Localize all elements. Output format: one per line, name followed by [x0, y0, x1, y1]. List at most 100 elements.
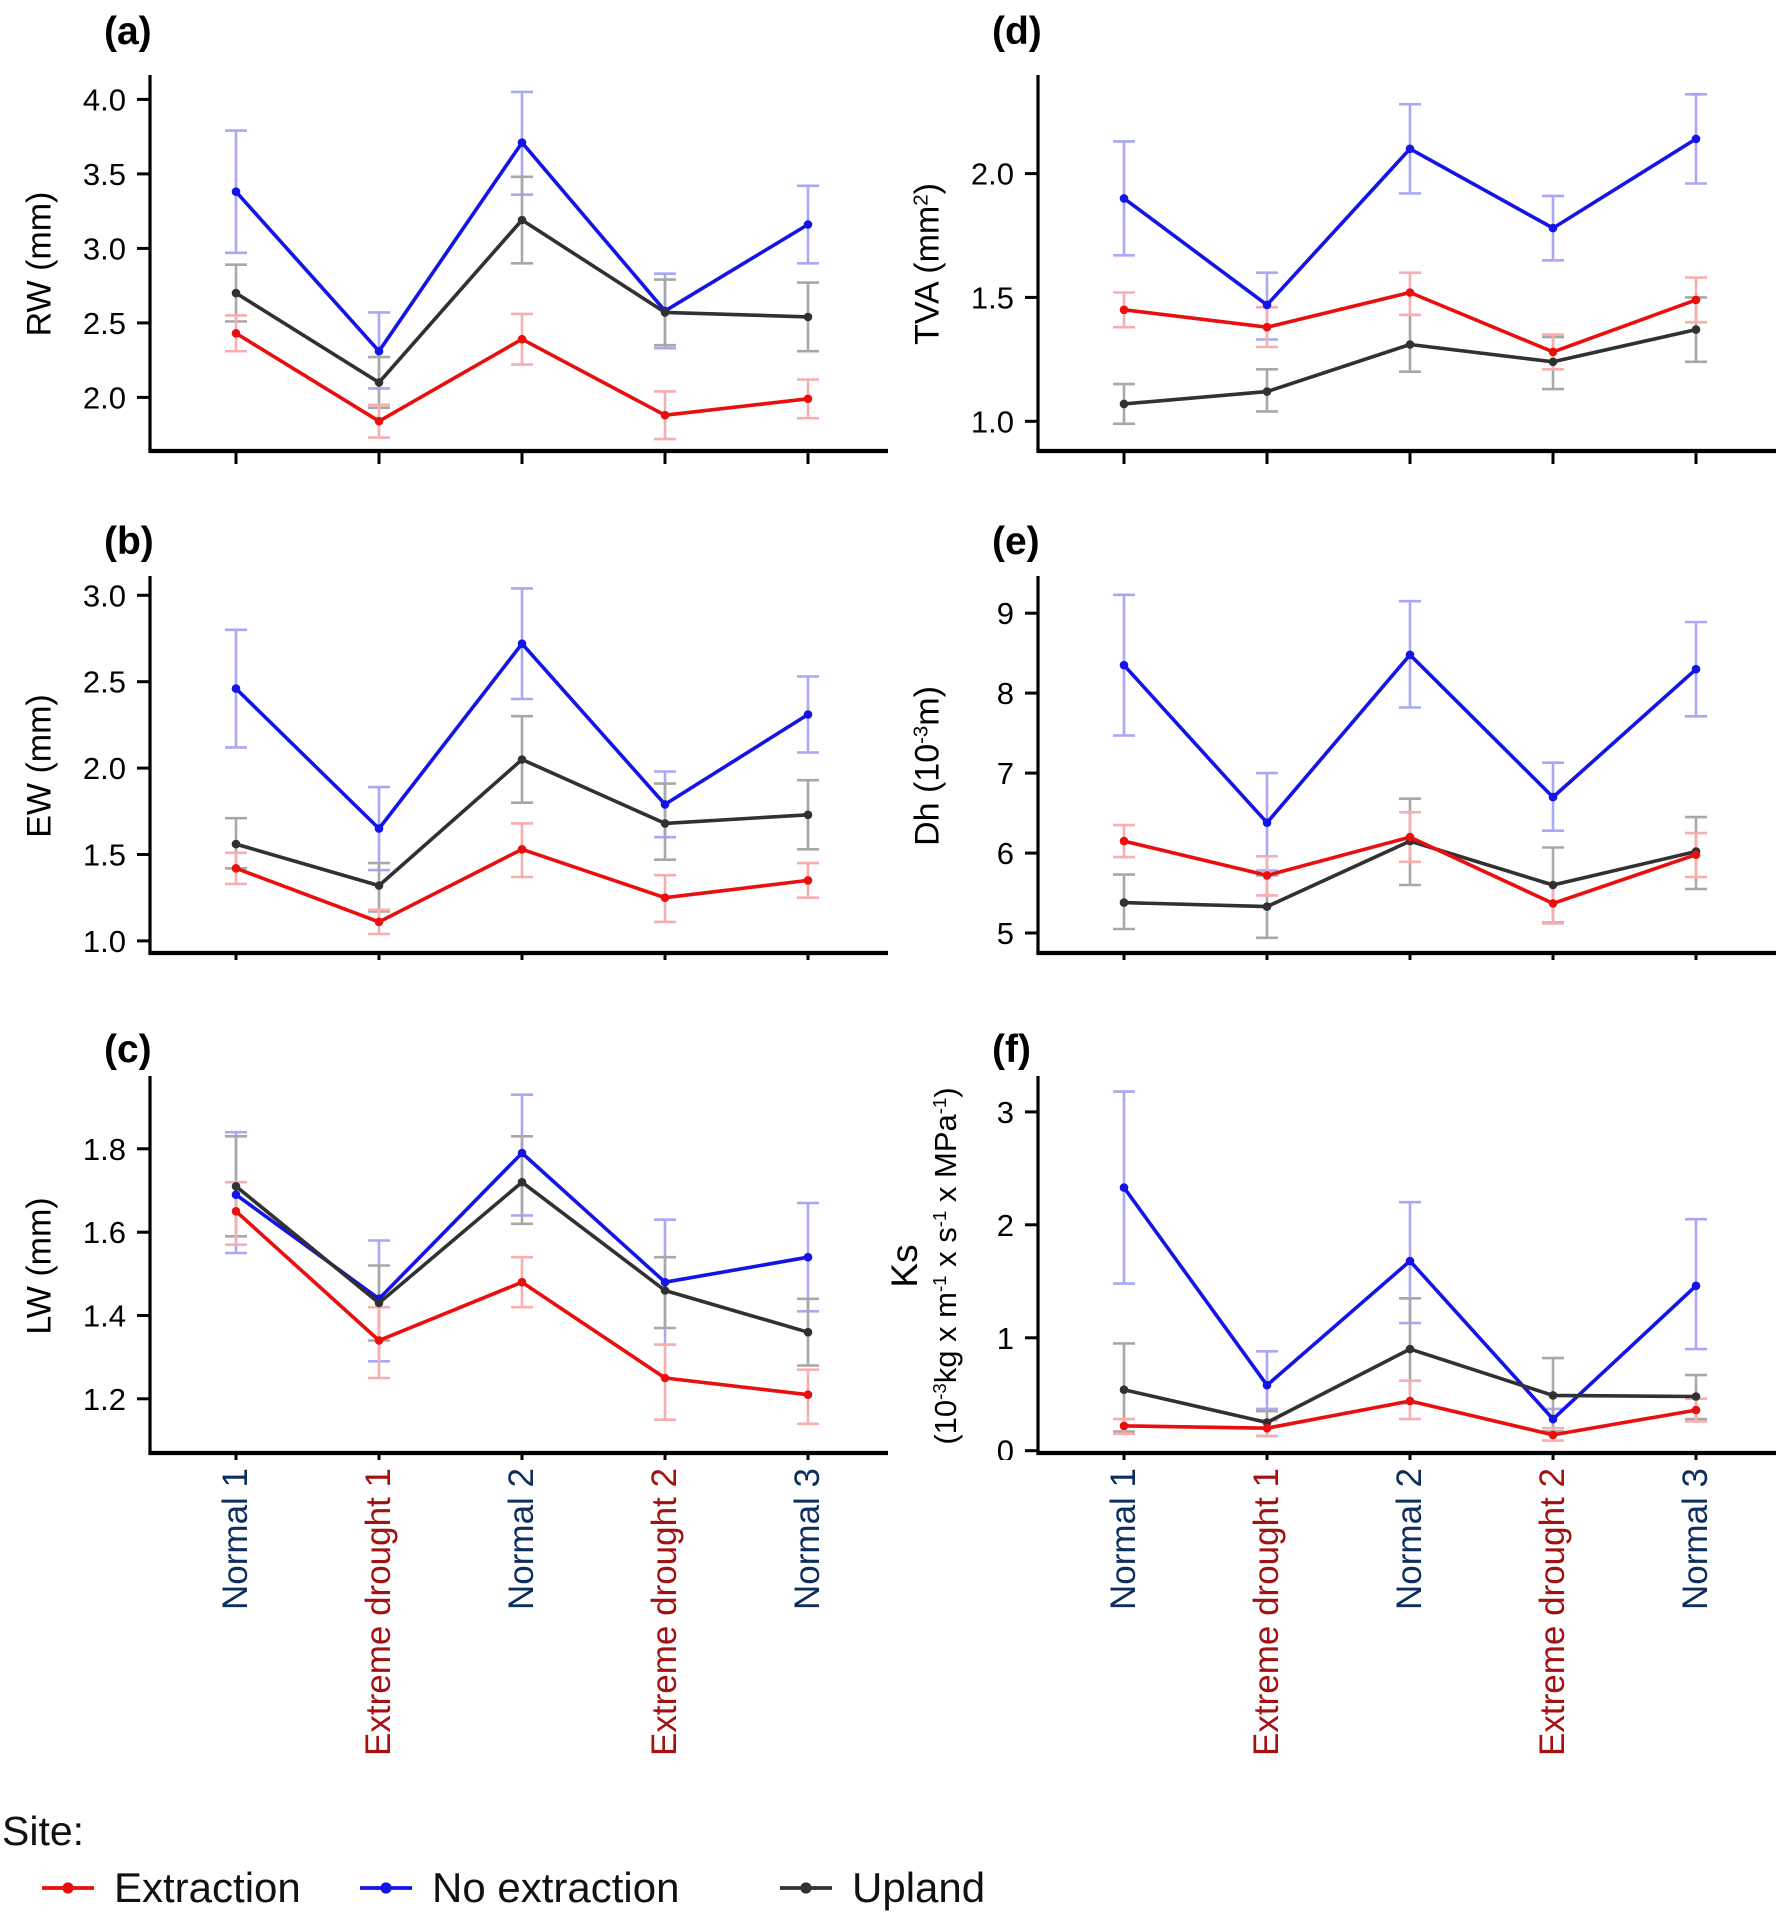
extraction-marker-icon: [42, 1882, 94, 1894]
panel-e: 5 6 7 8 9 (e): [888, 480, 1776, 960]
no_extraction-marker-icon: [360, 1882, 412, 1894]
data-point-upland: [1405, 340, 1415, 349]
chart-e: 5 6 7 8 9 (e): [992, 520, 1776, 960]
panel-letter-e: (e): [992, 520, 1040, 563]
data-point-no_extraction: [231, 684, 241, 693]
data-point-no_extraction: [803, 1252, 813, 1262]
x-category-label-normal-4: Normal 3: [1676, 1468, 1715, 1610]
y-tick-label: 3.5: [83, 157, 126, 192]
y-tick-label: 2.0: [83, 380, 126, 415]
data-point-extraction: [517, 1277, 527, 1287]
y-axis-label-f: Ks: [884, 1243, 925, 1288]
data-point-extraction: [803, 876, 813, 885]
data-point-no_extraction: [1119, 660, 1129, 670]
y-tick-label: 0: [997, 1434, 1014, 1460]
data-point-upland: [1691, 325, 1701, 334]
data-point-extraction: [803, 1390, 813, 1399]
x-category-label-drought-1: Extreme drought 1: [1247, 1468, 1286, 1756]
data-point-extraction: [1548, 1430, 1558, 1440]
chart-d: 1.0 1.5 2.0 (d): [971, 10, 1776, 464]
x-category-label-drought-1: Extreme drought 1: [359, 1468, 398, 1756]
data-point-no_extraction: [1119, 1183, 1129, 1192]
y-tick-label: 2: [997, 1208, 1014, 1243]
y-tick-label: 4.0: [83, 82, 126, 117]
data-point-extraction: [1691, 850, 1701, 859]
data-point-extraction: [1119, 1421, 1129, 1431]
data-point-upland: [1119, 898, 1129, 907]
data-point-extraction: [231, 864, 241, 873]
data-point-upland: [1119, 399, 1129, 409]
data-point-no_extraction: [803, 220, 813, 229]
data-point-extraction: [1262, 871, 1272, 880]
y-axis-unit-label-f: (10-3kg x m-1 x s-1 x MPa-1): [928, 1086, 963, 1445]
data-point-extraction: [231, 1207, 241, 1216]
panel-a: 2.0 2.5 3.0 3.5 4.0 (a): [0, 0, 888, 480]
data-point-no_extraction: [1548, 1414, 1558, 1424]
legend-item-upland: Upland: [776, 1864, 985, 1912]
y-tick-label: 1.8: [83, 1132, 126, 1167]
x-category-label-normal-2: Normal 2: [502, 1468, 541, 1610]
data-point-extraction: [374, 917, 384, 927]
y-tick-label: 2.5: [83, 665, 126, 700]
panel-letter-b: (b): [104, 520, 154, 563]
data-point-upland: [1262, 902, 1272, 911]
data-point-extraction: [1262, 1423, 1272, 1433]
data-point-no_extraction: [1691, 134, 1701, 144]
data-point-upland: [517, 1177, 527, 1187]
y-tick-label: 1.5: [971, 280, 1014, 315]
data-point-extraction: [1548, 347, 1558, 357]
y-tick-label: 3: [997, 1095, 1014, 1130]
data-point-upland: [231, 288, 241, 298]
data-point-extraction: [1262, 322, 1272, 332]
data-point-extraction: [374, 416, 384, 426]
data-point-extraction: [1405, 1396, 1415, 1406]
data-point-upland: [517, 215, 527, 225]
y-tick-label: 3.0: [83, 578, 126, 613]
y-tick-label: 3.0: [83, 231, 126, 266]
y-tick-label: 6: [997, 836, 1014, 871]
data-point-upland: [1548, 1391, 1558, 1400]
panel-letter-d: (d): [992, 10, 1042, 53]
x-category-label-drought-3: Extreme drought 2: [645, 1468, 684, 1756]
data-point-no_extraction: [1691, 1281, 1701, 1291]
data-point-no_extraction: [1405, 144, 1415, 154]
data-point-upland: [1548, 357, 1558, 367]
panel-f: 0 1 2 3 (f): [888, 960, 1776, 1460]
panel-letter-f: (f): [992, 1028, 1031, 1071]
data-point-no_extraction: [660, 800, 670, 809]
data-point-extraction: [660, 1373, 670, 1383]
data-point-extraction: [1405, 832, 1415, 842]
data-point-upland: [517, 755, 527, 764]
y-axis-label-b: EW (mm): [20, 693, 59, 838]
data-point-no_extraction: [1119, 194, 1129, 203]
chart-f: 0 1 2 3 (f): [992, 1028, 1776, 1460]
data-point-upland: [660, 308, 670, 317]
data-point-upland: [803, 810, 813, 820]
y-tick-label: 2.0: [83, 751, 126, 786]
data-point-upland: [1548, 880, 1558, 890]
y-axis-label-c: LW (mm): [20, 1196, 59, 1335]
data-point-extraction: [517, 845, 527, 854]
chart-c: 1.2 1.4 1.6 1.8 (c): [83, 1028, 888, 1460]
data-point-extraction: [1405, 288, 1415, 297]
panel-letter-c: (c): [104, 1028, 152, 1071]
panel-b: 1.0 1.5 2.0 2.5 3.0 (b): [0, 480, 888, 960]
y-tick-label: 9: [997, 596, 1014, 631]
data-point-no_extraction: [231, 187, 241, 196]
data-point-upland: [803, 1327, 813, 1337]
data-point-no_extraction: [1262, 818, 1272, 827]
y-tick-label: 1.0: [971, 404, 1014, 439]
legend-title: Site:: [2, 1808, 85, 1854]
y-tick-label: 8: [997, 676, 1014, 711]
data-point-extraction: [1691, 1405, 1701, 1415]
data-point-no_extraction: [517, 639, 527, 648]
y-tick-label: 2.0: [971, 157, 1014, 192]
data-point-upland: [1119, 1385, 1129, 1394]
data-point-upland: [1405, 1344, 1415, 1354]
data-point-extraction: [1119, 836, 1129, 846]
data-point-no_extraction: [803, 710, 813, 719]
chart-b: 1.0 1.5 2.0 2.5 3.0 (b): [83, 520, 888, 960]
chart-a: 2.0 2.5 3.0 3.5 4.0 (a): [83, 10, 888, 464]
data-point-no_extraction: [374, 346, 384, 356]
